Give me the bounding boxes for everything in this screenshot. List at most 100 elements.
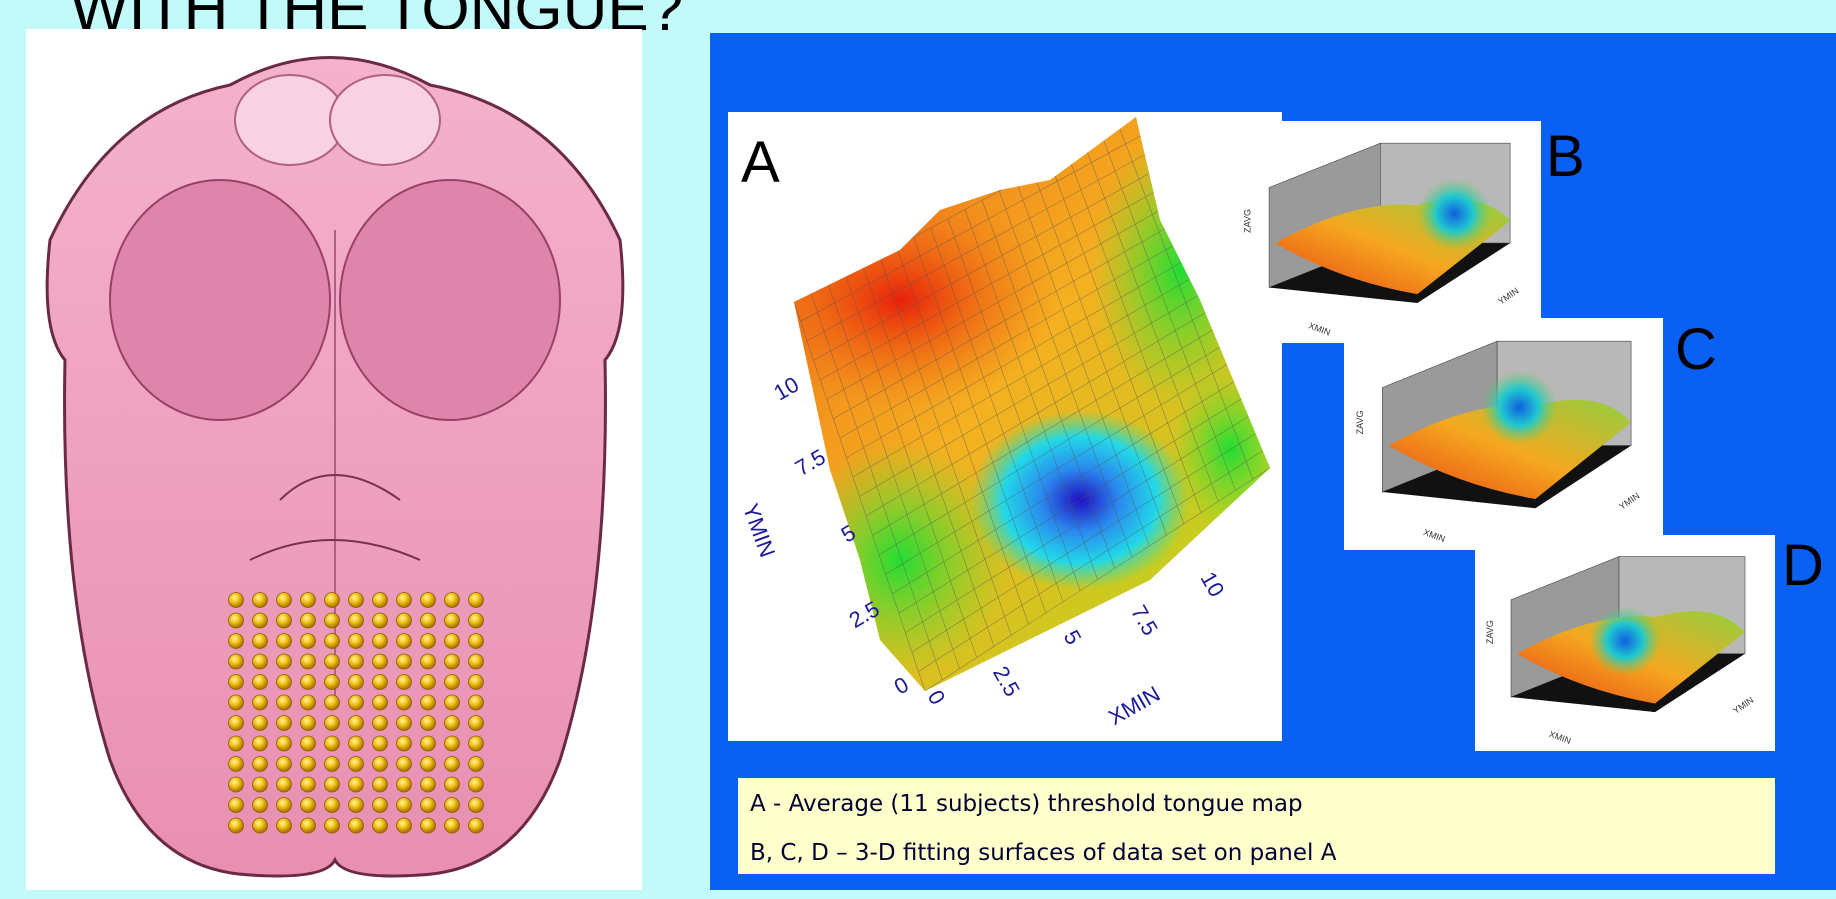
- electrode: [445, 654, 460, 669]
- electrode: [277, 736, 292, 751]
- electrode: [301, 798, 316, 813]
- electrode: [229, 613, 244, 628]
- electrode: [469, 777, 484, 792]
- electrode: [469, 593, 484, 608]
- electrode: [373, 818, 388, 833]
- electrode: [373, 716, 388, 731]
- slide: WITH THE TONGUE? A 107.552.50YMIN02.557.…: [0, 0, 1836, 899]
- electrode: [469, 736, 484, 751]
- electrode: [277, 757, 292, 772]
- z-axis-name: ZAVG: [1243, 209, 1253, 233]
- electrode: [349, 736, 364, 751]
- electrode: [253, 593, 268, 608]
- electrode: [349, 716, 364, 731]
- caption-line: B, C, D – 3-D fitting surfaces of data s…: [750, 840, 1337, 866]
- electrode: [349, 654, 364, 669]
- electrode: [229, 675, 244, 690]
- caption-line: A - Average (11 subjects) threshold tong…: [750, 791, 1303, 817]
- electrode: [253, 716, 268, 731]
- electrode: [349, 818, 364, 833]
- electrode: [301, 675, 316, 690]
- electrode: [277, 675, 292, 690]
- surface-peak: [1417, 178, 1491, 249]
- electrode: [373, 613, 388, 628]
- electrode: [373, 757, 388, 772]
- electrode: [253, 818, 268, 833]
- electrode: [325, 716, 340, 731]
- electrode: [397, 654, 412, 669]
- electrode: [229, 818, 244, 833]
- electrode: [253, 695, 268, 710]
- electrode: [301, 654, 316, 669]
- electrode: [325, 798, 340, 813]
- electrode: [349, 798, 364, 813]
- electrode: [301, 634, 316, 649]
- electrode: [253, 757, 268, 772]
- electrode: [373, 654, 388, 669]
- electrode: [301, 716, 316, 731]
- electrode: [445, 777, 460, 792]
- electrode: [445, 593, 460, 608]
- surface-peak: [1481, 370, 1558, 444]
- panel-label: D: [1782, 533, 1824, 598]
- electrode: [445, 736, 460, 751]
- electrode: [229, 654, 244, 669]
- electrode: [469, 695, 484, 710]
- electrode: [373, 695, 388, 710]
- electrode: [253, 613, 268, 628]
- electrode: [301, 736, 316, 751]
- electrode: [397, 757, 412, 772]
- electrode: [397, 736, 412, 751]
- z-axis-name: ZAVG: [1355, 410, 1365, 434]
- electrode: [277, 593, 292, 608]
- electrode: [373, 593, 388, 608]
- electrode: [277, 818, 292, 833]
- panel-label: B: [1546, 124, 1585, 189]
- electrode: [445, 695, 460, 710]
- surface-peak: [1589, 606, 1661, 675]
- electrode: [301, 593, 316, 608]
- electrode: [421, 613, 436, 628]
- electrode: [373, 736, 388, 751]
- electrode: [421, 818, 436, 833]
- electrode: [397, 613, 412, 628]
- electrode: [373, 777, 388, 792]
- electrode: [445, 757, 460, 772]
- electrode: [445, 675, 460, 690]
- electrode: [421, 736, 436, 751]
- electrode: [397, 818, 412, 833]
- panel-label: C: [1675, 317, 1717, 382]
- electrode: [469, 634, 484, 649]
- electrode: [253, 798, 268, 813]
- electrode: [421, 654, 436, 669]
- electrode: [277, 777, 292, 792]
- electrode: [325, 777, 340, 792]
- electrode: [277, 613, 292, 628]
- electrode: [469, 798, 484, 813]
- electrode: [277, 654, 292, 669]
- electrode: [277, 634, 292, 649]
- electrode: [253, 654, 268, 669]
- electrode: [349, 593, 364, 608]
- electrode: [421, 757, 436, 772]
- electrode: [301, 695, 316, 710]
- electrode: [445, 613, 460, 628]
- electrode: [253, 777, 268, 792]
- electrode: [301, 818, 316, 833]
- electrode: [469, 613, 484, 628]
- electrode: [421, 777, 436, 792]
- electrode: [397, 593, 412, 608]
- electrode: [469, 654, 484, 669]
- electrode: [469, 716, 484, 731]
- electrode: [253, 675, 268, 690]
- electrode: [397, 777, 412, 792]
- electrode: [277, 716, 292, 731]
- electrode: [373, 634, 388, 649]
- electrode: [229, 736, 244, 751]
- electrode: [325, 613, 340, 628]
- electrode: [421, 716, 436, 731]
- electrode: [349, 634, 364, 649]
